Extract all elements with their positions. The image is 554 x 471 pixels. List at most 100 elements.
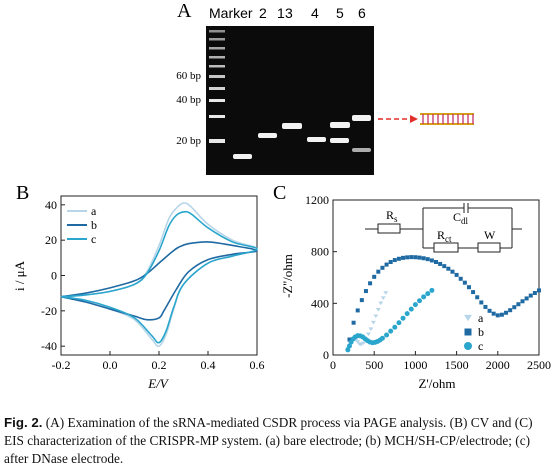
eis-point-b (413, 255, 418, 260)
eis-point-c (421, 294, 427, 300)
equivalent-circuit (365, 203, 522, 253)
eis-y-tick-label: 800 (311, 245, 329, 259)
eis-point-b (347, 337, 352, 342)
lane-label-5: 5 (336, 5, 344, 21)
cv-y-tick-label: 40 (45, 198, 57, 212)
cv-x-tick-label: 0.4 (201, 358, 216, 372)
eis-point-b (409, 255, 414, 260)
band-lane-1 (233, 154, 252, 159)
eis-point-c (417, 298, 423, 304)
eis-point-b (504, 310, 509, 315)
eis-x-tick-label: 500 (365, 358, 383, 372)
eis-point-b (429, 258, 434, 263)
eis-point-b (491, 311, 496, 316)
eis-point-a (368, 327, 374, 331)
eis-x-tick-label: 1000 (403, 358, 427, 372)
lane-label-marker: Marker (209, 5, 253, 21)
eis-point-c (400, 315, 406, 321)
eis-point-b (376, 269, 381, 274)
eis-y-tick-label: 1200 (305, 193, 329, 207)
eis-point-b (368, 281, 373, 286)
figure-canvas: A Marker 1 2 2 3 4 5 6 (12, 0, 551, 391)
eis-point-c (425, 291, 431, 297)
cv-x-tick-label: -0.2 (52, 358, 71, 372)
eis-legend-label-b: b (478, 325, 484, 339)
eis-point-b (532, 291, 537, 295)
cv-axes: -0.2 0.0 0.2 0.4 0.6 40 20 0 -20 -40 (41, 198, 265, 372)
cv-legend-label-a: a (91, 204, 97, 218)
caption-label: Fig. 2. (4, 415, 43, 430)
eis-point-a (358, 342, 364, 347)
lane-bands (233, 115, 371, 159)
eis-point-b (380, 265, 385, 270)
eis-point-b (508, 308, 513, 313)
cv-y-tick-label: 0 (51, 269, 57, 283)
cv-legend-label-c: c (91, 232, 96, 246)
cv-x-tick-label: 0.6 (250, 358, 265, 372)
eis-legend-marker-c (464, 342, 472, 350)
eis-y-tick-label: 0 (323, 348, 329, 362)
eis-point-a (360, 341, 366, 346)
cv-y-tick-label: -40 (41, 339, 57, 353)
eis-point-b (417, 255, 422, 260)
cv-curve-b (60, 241, 258, 321)
cv-y-tick-label: 20 (45, 233, 57, 247)
eis-point-b (446, 266, 451, 271)
eis-point-c (429, 287, 435, 293)
marker-label-60bp: 60 bp (176, 70, 201, 82)
lane-label-3: 3 (285, 5, 293, 21)
eis-point-c (345, 347, 351, 353)
eis-point-b (475, 295, 480, 300)
lane-label-4: 4 (311, 5, 319, 21)
eis-legend-label-a: a (478, 311, 484, 325)
eis-y-tick-label: 400 (311, 296, 329, 310)
eis-point-b (516, 302, 521, 307)
lane-label-6: 6 (358, 5, 366, 21)
eis-point-b (528, 293, 533, 298)
eis-point-b (363, 289, 368, 294)
eis-legend-marker-b (464, 328, 472, 336)
eis-point-a (383, 291, 389, 295)
eis-x-tick-label: 2000 (486, 358, 510, 372)
caption-text: (A) Examination of the sRNA-mediated CSD… (4, 415, 533, 466)
eis-point-b (520, 299, 525, 304)
band-lane-3 (282, 123, 302, 129)
circuit-cdl-label: Cdl (453, 210, 469, 226)
cv-y-axis-label: i / μA (12, 260, 27, 291)
eis-point-b (396, 256, 401, 261)
gel-image (206, 26, 374, 175)
eis-point-b (450, 269, 455, 274)
eis-point-b (454, 272, 459, 277)
eis-point-c (392, 324, 398, 330)
eis-x-tick-label: 1500 (445, 358, 469, 372)
eis-point-b (471, 290, 476, 295)
cv-legend-label-b: b (91, 218, 97, 232)
panel-a-letter: A (177, 0, 192, 22)
eis-point-b (359, 298, 364, 303)
cv-legend: abc (67, 204, 97, 246)
rct-resistor (433, 242, 459, 253)
eis-point-b (524, 296, 529, 301)
eis-point-b (483, 304, 488, 309)
circuit-rs-label: Rs (386, 208, 398, 224)
band-lane-4 (307, 137, 326, 142)
eis-point-a (380, 296, 386, 300)
eis-point-b (466, 285, 471, 290)
eis-legend-label-c: c (478, 339, 483, 353)
eis-point-b (355, 308, 360, 313)
panel-b: B -0.2 0.0 0.2 0.4 0.6 40 20 0 -20 -40 abc E/V i … (12, 182, 265, 391)
marker-ladder (209, 30, 225, 143)
eis-point-b (487, 308, 492, 313)
eis-point-c (388, 328, 394, 334)
eis-point-c (412, 302, 418, 308)
eis-point-b (388, 260, 393, 264)
marker-label-20bp: 20 bp (176, 135, 201, 147)
eis-point-a (373, 314, 379, 319)
eis-point-c (379, 335, 385, 341)
eis-x-axis-label: Z'/ohm (418, 376, 455, 391)
band-lane-5b (330, 138, 349, 143)
lane-label-2b: 2 (259, 5, 267, 21)
panel-b-letter: B (16, 182, 29, 204)
eis-point-b (401, 255, 406, 260)
panel-c: C 0 500 1000 1500 2000 2500 1200 800 400 0 abc Z'… (273, 182, 551, 391)
